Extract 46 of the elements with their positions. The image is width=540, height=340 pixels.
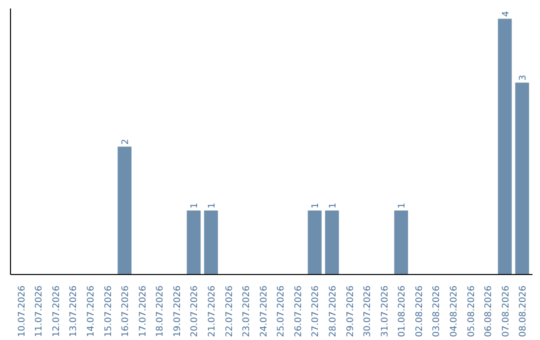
x-tick-label: 23.07.2026 — [242, 285, 252, 338]
data-label: 1 — [190, 202, 200, 209]
x-tick-label: 08.08.2026 — [518, 285, 529, 338]
x-tick-label: 30.07.2026 — [363, 285, 374, 338]
x-tick-label: 25.07.2026 — [276, 285, 287, 338]
x-tick-label: 03.08.2026 — [432, 285, 442, 338]
bar — [325, 210, 339, 274]
x-tick-label: 20.07.2026 — [190, 285, 200, 338]
x-tick-label: 07.08.2026 — [501, 285, 512, 338]
x-tick-label: 21.07.2026 — [208, 285, 218, 338]
x-tick-label: 22.07.2026 — [224, 285, 235, 338]
bar — [186, 210, 201, 274]
x-tick-label: 11.07.2026 — [34, 285, 45, 338]
data-label: 1 — [208, 202, 218, 209]
bar — [515, 82, 530, 274]
data-label: 1 — [311, 202, 322, 209]
x-tick-label: 10.07.2026 — [17, 285, 28, 338]
x-tick-label: 13.07.2026 — [69, 285, 80, 338]
x-tick-label: 06.08.2026 — [484, 285, 494, 338]
x-tick-label: 24.07.2026 — [259, 285, 270, 338]
data-label: 3 — [518, 74, 529, 81]
x-tick-label: 19.07.2026 — [172, 285, 183, 338]
x-tick-label: 15.07.2026 — [104, 285, 114, 338]
data-label: 1 — [398, 202, 408, 209]
x-tick-label: 27.07.2026 — [311, 285, 322, 338]
x-tick-label: 02.08.2026 — [414, 285, 425, 338]
x-tick-label: 12.07.2026 — [52, 285, 62, 338]
data-label: 1 — [328, 202, 338, 209]
bar — [308, 210, 322, 274]
x-tick-label: 18.07.2026 — [156, 285, 166, 338]
x-tick-label: 14.07.2026 — [86, 285, 97, 338]
bar — [118, 146, 132, 274]
x-tick-label: 05.08.2026 — [466, 285, 477, 338]
x-tick-label: 04.08.2026 — [449, 285, 460, 338]
x-tick-label: 16.07.2026 — [121, 285, 132, 338]
bar — [394, 210, 408, 274]
x-tick-label: 17.07.2026 — [138, 285, 148, 338]
x-tick-label: 26.07.2026 — [294, 285, 304, 338]
data-label: 4 — [501, 10, 512, 17]
bar — [204, 210, 218, 274]
x-tick-label: 29.07.2026 — [346, 285, 356, 338]
bar — [498, 18, 512, 274]
x-tick-label: 31.07.2026 — [380, 285, 390, 338]
x-tick-label: 28.07.2026 — [328, 285, 338, 338]
x-tick-label: 01.08.2026 — [398, 285, 408, 338]
data-label: 2 — [121, 138, 132, 145]
